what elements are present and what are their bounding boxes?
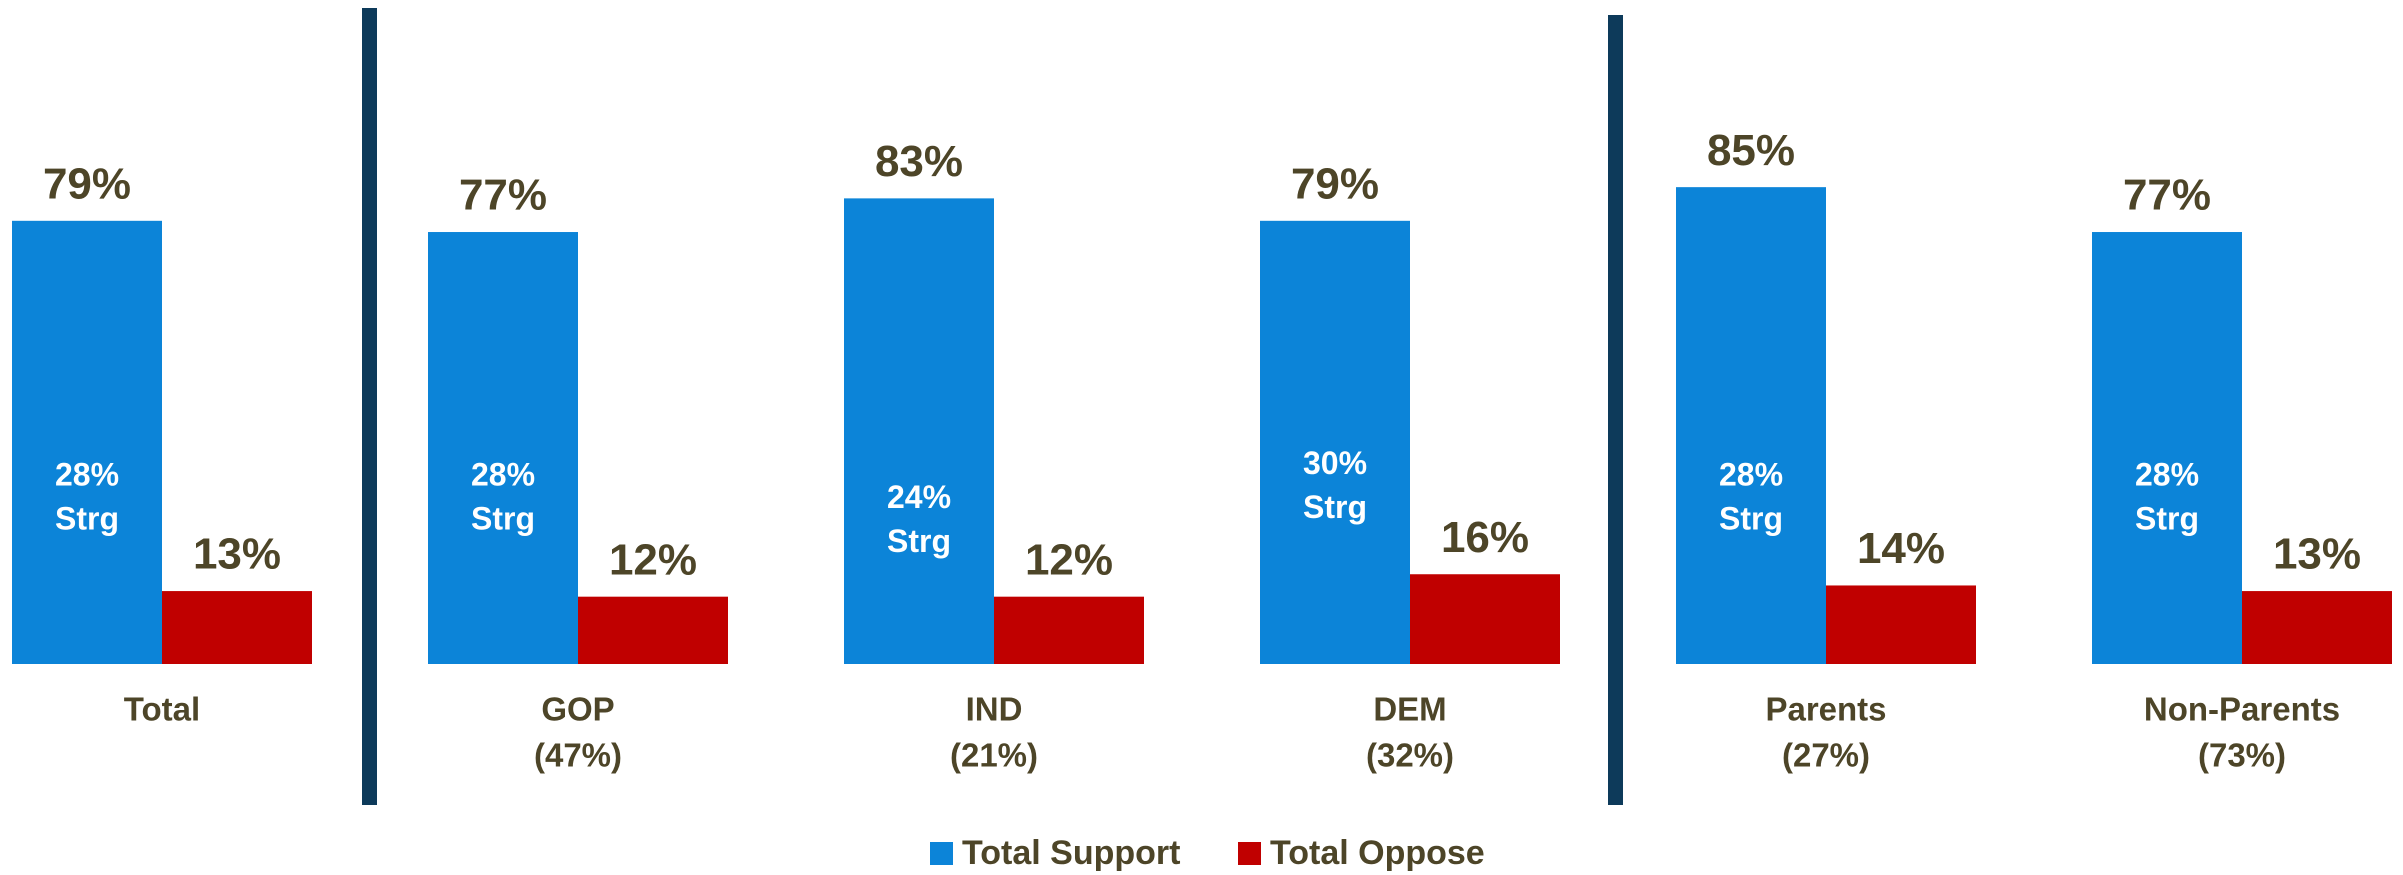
value-label: 13% [2273,530,2361,579]
bar [2242,591,2392,664]
value-label: 16% [1441,513,1529,562]
x-tick-label: Parents [1765,691,1886,728]
bar [12,220,162,664]
value-label: 14% [1857,524,1945,573]
legend-label: Total Support [962,834,1180,872]
strong-label: 24% [887,479,951,515]
strong-label-name: Strg [2135,500,2199,536]
value-label: 79% [43,159,131,208]
bar [1410,574,1560,664]
legend-swatch [930,842,953,865]
x-tick-label: Non-Parents [2144,691,2340,728]
x-tick-label: (47%) [534,737,622,774]
value-label: 12% [1025,535,1113,584]
bar [162,591,312,664]
strong-label-name: Strg [1719,500,1783,536]
bar [844,198,994,664]
strong-label-name: Strg [887,523,951,559]
group-divider [1608,15,1623,805]
value-label: 12% [609,535,697,584]
x-tick-label: (32%) [1366,737,1454,774]
strong-label: 30% [1303,445,1367,481]
x-tick-label: (73%) [2198,737,2286,774]
bar [994,596,1144,664]
bar [1260,220,1410,664]
strong-label-name: Strg [471,500,535,536]
strong-label: 28% [1719,456,1783,492]
value-label: 83% [875,137,963,186]
group-divider [362,8,377,805]
strong-label: 28% [2135,456,2199,492]
x-tick-label: (21%) [950,737,1038,774]
bar [428,232,578,664]
value-label: 13% [193,530,281,579]
strong-label-name: Strg [1303,489,1367,525]
strong-label: 28% [471,456,535,492]
value-label: 77% [459,171,547,220]
bar [2092,232,2242,664]
strong-label: 28% [55,456,119,492]
bar [1826,585,1976,664]
x-tick-label: (27%) [1782,737,1870,774]
value-label: 77% [2123,171,2211,220]
strong-label-name: Strg [55,500,119,536]
bar [1676,187,1826,664]
x-tick-label: GOP [541,691,614,728]
x-tick-label: IND [966,691,1023,728]
bar [578,596,728,664]
x-tick-label: Total [124,691,200,728]
value-label: 85% [1707,126,1795,175]
legend-label: Total Oppose [1270,834,1485,872]
legend-swatch [1238,842,1261,865]
value-label: 79% [1291,159,1379,208]
x-tick-label: DEM [1373,691,1446,728]
